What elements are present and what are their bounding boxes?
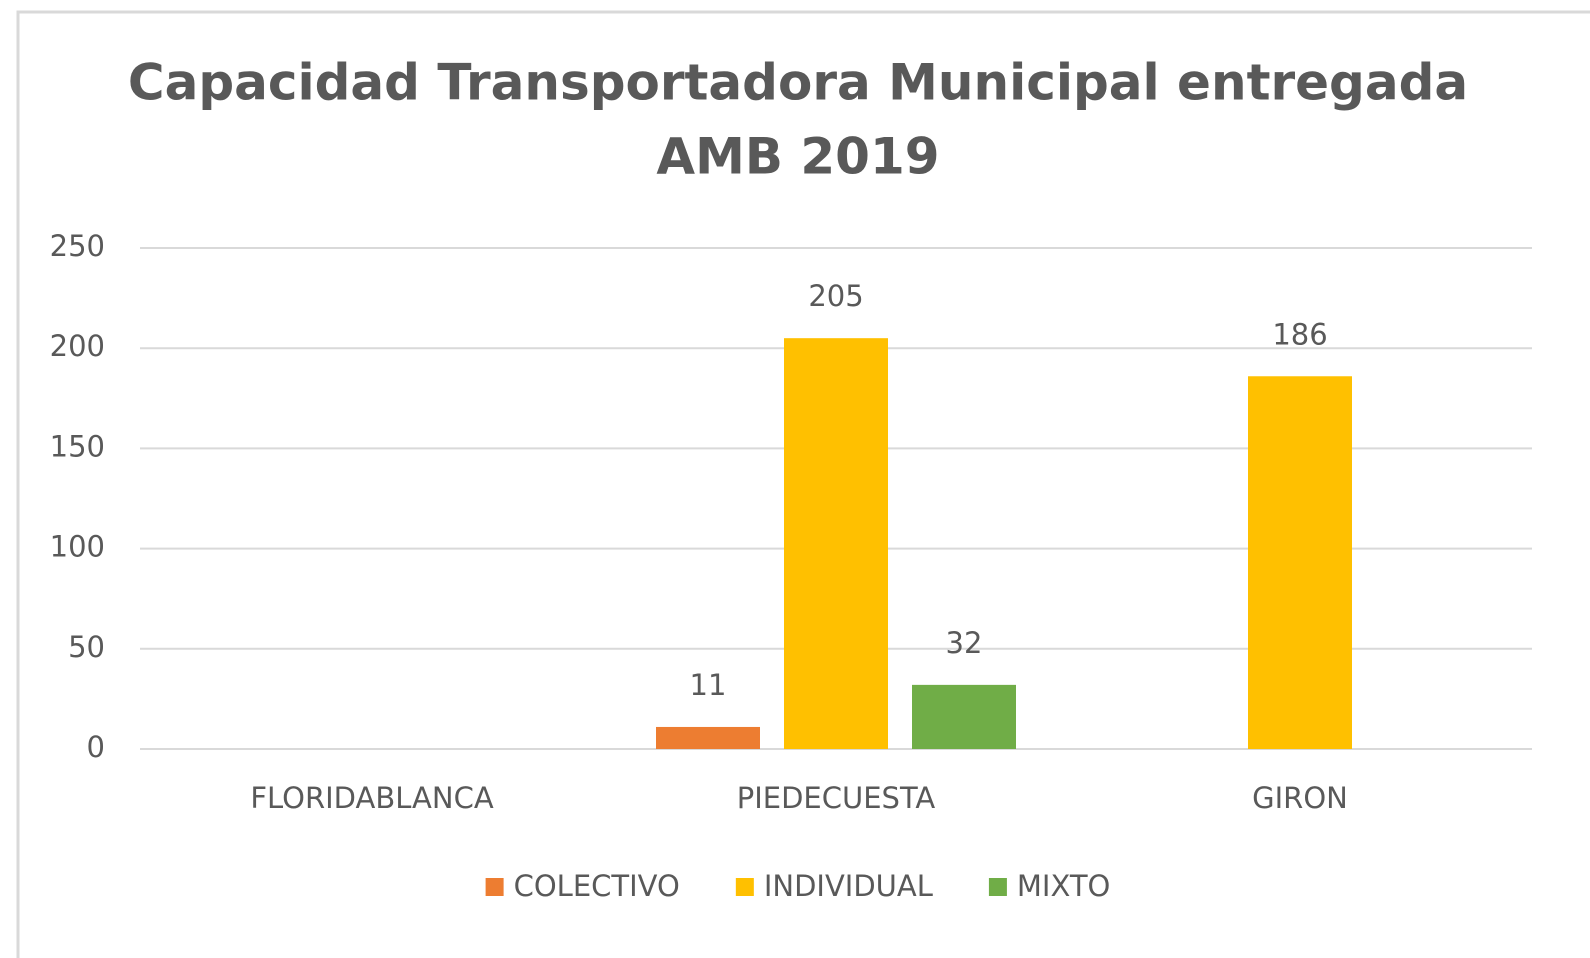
y-tick-label: 50	[68, 630, 105, 664]
legend-label: MIXTO	[1017, 869, 1110, 903]
y-tick-label: 150	[50, 429, 105, 463]
data-label: 205	[808, 279, 863, 313]
bar	[656, 726, 760, 749]
chart-title: AMB 2019	[656, 128, 939, 186]
legend-label: INDIVIDUAL	[764, 869, 933, 903]
y-tick-label: 200	[50, 329, 105, 363]
x-tick-label: GIRON	[1252, 781, 1348, 815]
bar	[1248, 376, 1352, 749]
legend-swatch	[735, 878, 754, 896]
legend-label: COLECTIVO	[514, 869, 680, 903]
data-label: 186	[1272, 317, 1327, 351]
bar	[912, 684, 1016, 749]
legend-swatch	[988, 878, 1007, 896]
y-tick-label: 0	[87, 730, 105, 764]
chart-title: Capacidad Transportadora Municipal entre…	[128, 54, 1468, 112]
y-tick-label: 250	[50, 229, 105, 263]
data-label: 32	[946, 626, 983, 660]
bar	[784, 338, 888, 749]
x-tick-label: PIEDECUESTA	[737, 781, 936, 815]
x-tick-label: FLORIDABLANCA	[250, 781, 493, 815]
data-label: 11	[690, 668, 727, 702]
y-tick-label: 100	[50, 530, 105, 564]
legend-swatch	[485, 878, 504, 896]
